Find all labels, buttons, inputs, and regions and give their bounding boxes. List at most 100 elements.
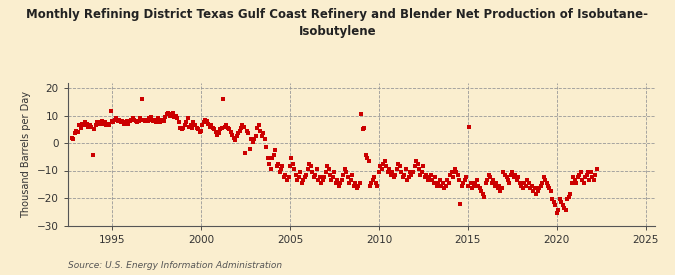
Point (425, 172, 436, 177)
Point (393, 161, 404, 166)
Point (524, 186, 535, 191)
Point (103, 123, 114, 127)
Point (80, 120, 90, 125)
Point (539, 178, 550, 182)
Point (529, 186, 540, 191)
Point (377, 167, 387, 171)
Point (166, 112, 177, 116)
Point (299, 175, 310, 180)
Point (256, 134, 267, 138)
Point (510, 172, 521, 177)
Point (136, 97, 147, 101)
Point (559, 205, 570, 210)
Point (414, 167, 425, 171)
Point (388, 175, 399, 180)
Point (170, 113, 181, 118)
Point (281, 178, 292, 182)
Point (364, 183, 375, 188)
Y-axis label: Thousand Barrels per Day: Thousand Barrels per Day (21, 90, 31, 218)
Point (399, 172, 410, 177)
Point (313, 178, 323, 182)
Point (215, 127, 225, 131)
Point (306, 170, 317, 174)
Point (520, 183, 531, 188)
Point (250, 134, 261, 138)
Point (390, 172, 401, 177)
Point (392, 167, 402, 171)
Point (267, 156, 277, 160)
Point (203, 122, 214, 126)
Point (255, 128, 266, 133)
Point (384, 167, 395, 171)
Point (86, 124, 97, 129)
Point (169, 115, 180, 119)
Point (385, 172, 396, 177)
Point (436, 183, 447, 188)
Point (523, 181, 534, 185)
Point (132, 120, 142, 125)
Point (468, 183, 479, 188)
Point (572, 175, 583, 180)
Point (179, 123, 190, 127)
Point (522, 178, 533, 182)
Point (514, 181, 525, 185)
Point (252, 126, 263, 130)
Point (331, 181, 342, 185)
Point (270, 148, 281, 152)
Point (172, 116, 183, 120)
Point (296, 181, 307, 185)
Point (280, 172, 291, 177)
Point (242, 128, 252, 133)
Point (78, 123, 89, 127)
Point (275, 167, 286, 171)
Point (259, 137, 270, 141)
Point (565, 192, 576, 196)
Point (371, 181, 381, 185)
Point (89, 127, 100, 131)
Point (372, 183, 383, 188)
Point (448, 175, 458, 180)
Point (181, 120, 192, 125)
Point (452, 172, 463, 177)
Point (213, 131, 224, 136)
Point (569, 178, 580, 182)
Point (301, 172, 312, 177)
Point (321, 164, 332, 169)
Point (424, 175, 435, 180)
Point (458, 181, 469, 185)
Point (76, 126, 86, 130)
Point (362, 156, 373, 160)
Point (119, 122, 130, 126)
Point (258, 131, 269, 136)
Point (431, 183, 442, 188)
Point (342, 175, 353, 180)
Point (182, 116, 193, 120)
Point (451, 170, 462, 174)
Point (201, 119, 212, 123)
Point (357, 127, 368, 131)
Point (558, 203, 568, 207)
Text: Monthly Refining District Texas Gulf Coast Refinery and Blender Net Production o: Monthly Refining District Texas Gulf Coa… (26, 8, 649, 38)
Point (323, 167, 334, 171)
Point (316, 181, 327, 185)
Point (327, 175, 338, 180)
Point (325, 172, 335, 177)
Point (449, 167, 460, 171)
Point (439, 186, 450, 191)
Point (526, 183, 537, 188)
Point (562, 197, 572, 202)
Point (185, 123, 196, 127)
Point (68, 137, 79, 141)
Point (264, 161, 275, 166)
Point (71, 128, 82, 133)
Point (429, 181, 439, 185)
Point (317, 178, 328, 182)
Text: Source: U.S. Energy Information Administration: Source: U.S. Energy Information Administ… (68, 260, 281, 270)
Point (111, 116, 122, 120)
Point (222, 126, 233, 130)
Point (190, 123, 200, 127)
Point (115, 120, 126, 125)
Point (154, 120, 165, 125)
Point (350, 181, 360, 185)
Point (237, 123, 248, 127)
